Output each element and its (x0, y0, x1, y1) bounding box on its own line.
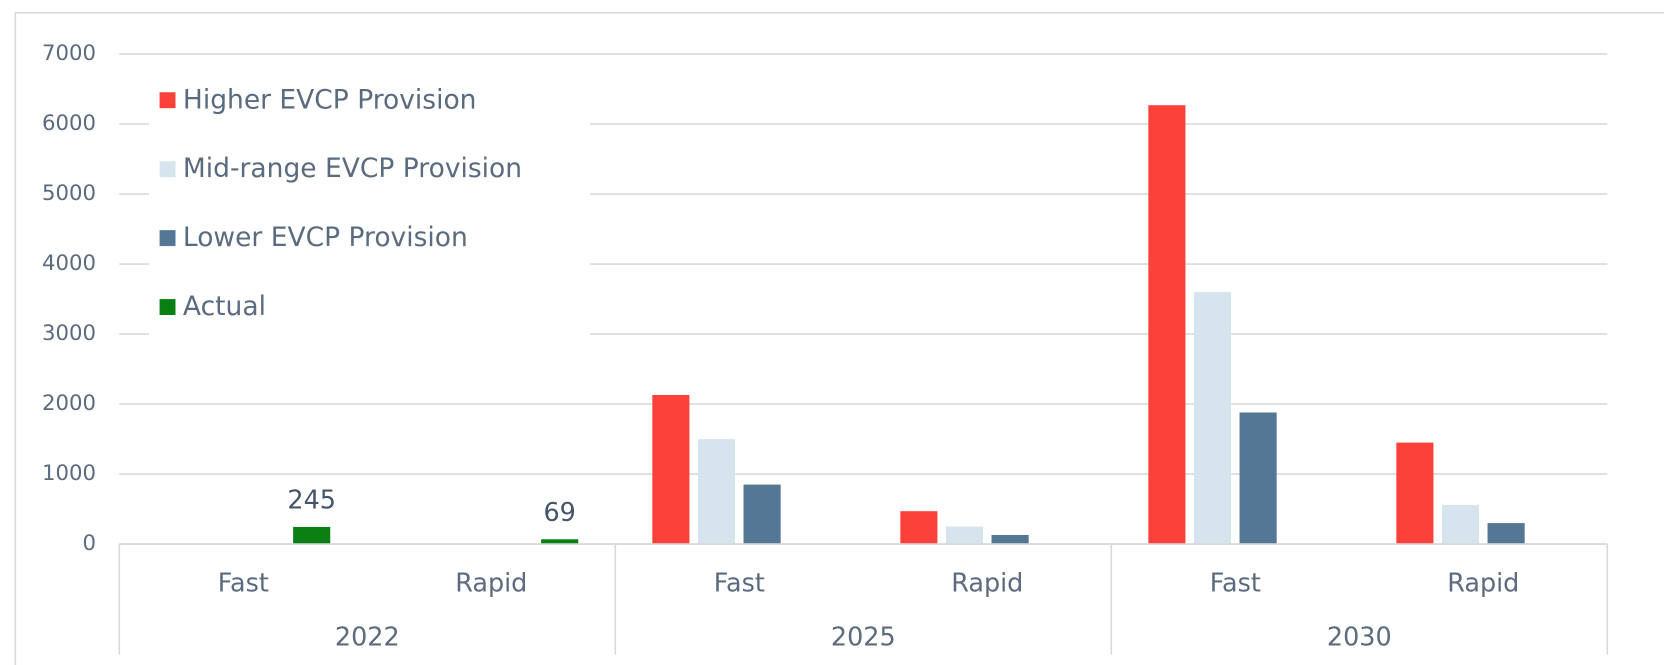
bar (1396, 442, 1434, 545)
group-label: 2025 (831, 622, 896, 652)
legend-swatch (159, 161, 176, 178)
y-tick-label: 6000 (42, 111, 96, 136)
y-tick-label: 4000 (42, 251, 96, 276)
x-tick-label: Rapid (455, 568, 527, 598)
x-tick-label: Rapid (951, 568, 1023, 598)
bar (697, 439, 736, 545)
legend-swatch (159, 230, 176, 247)
bar (541, 539, 579, 545)
y-tick-label: 2000 (42, 391, 96, 416)
bar (652, 394, 690, 545)
bar (1441, 504, 1480, 545)
bar (743, 484, 781, 545)
bar (991, 534, 1029, 545)
group-label: 2022 (335, 622, 400, 652)
legend-swatch (159, 299, 176, 315)
group-label: 2030 (1327, 622, 1392, 652)
y-tick-label: 5000 (42, 181, 96, 206)
bar (1487, 523, 1525, 545)
legend: Higher EVCP Provision Mid-range EVCP Prov… (148, 70, 591, 338)
legend-label: Actual (183, 291, 266, 322)
bar (293, 526, 331, 545)
bar (900, 511, 938, 545)
legend-label: Mid-range EVCP Provision (183, 153, 522, 184)
y-tick-label: 3000 (42, 321, 96, 346)
legend-background (148, 70, 591, 338)
value-label: 69 (544, 498, 576, 528)
axes: 0 1000 2000 3000 4000 5000 6000 7000 2022 2025 203… (42, 41, 1609, 655)
value-label: 245 (287, 485, 336, 515)
x-tick-label: Fast (714, 568, 765, 598)
x-tick-label: Rapid (1447, 568, 1519, 598)
x-tick-label: Fast (218, 568, 269, 598)
bars: 245 69 (287, 105, 1525, 545)
legend-label: Higher EVCP Provision (183, 84, 477, 115)
bar (1239, 412, 1277, 545)
y-tick-label: 1000 (42, 461, 96, 486)
bar (1193, 292, 1232, 545)
chart-frame (14, 11, 1664, 665)
legend-label: Lower EVCP Provision (183, 222, 468, 253)
bar (1148, 105, 1186, 545)
y-tick-label: 7000 (42, 41, 96, 66)
bar (945, 526, 984, 545)
legend-swatch (159, 92, 176, 109)
y-tick-label: 0 (82, 531, 95, 556)
x-tick-label: Fast (1210, 568, 1261, 598)
